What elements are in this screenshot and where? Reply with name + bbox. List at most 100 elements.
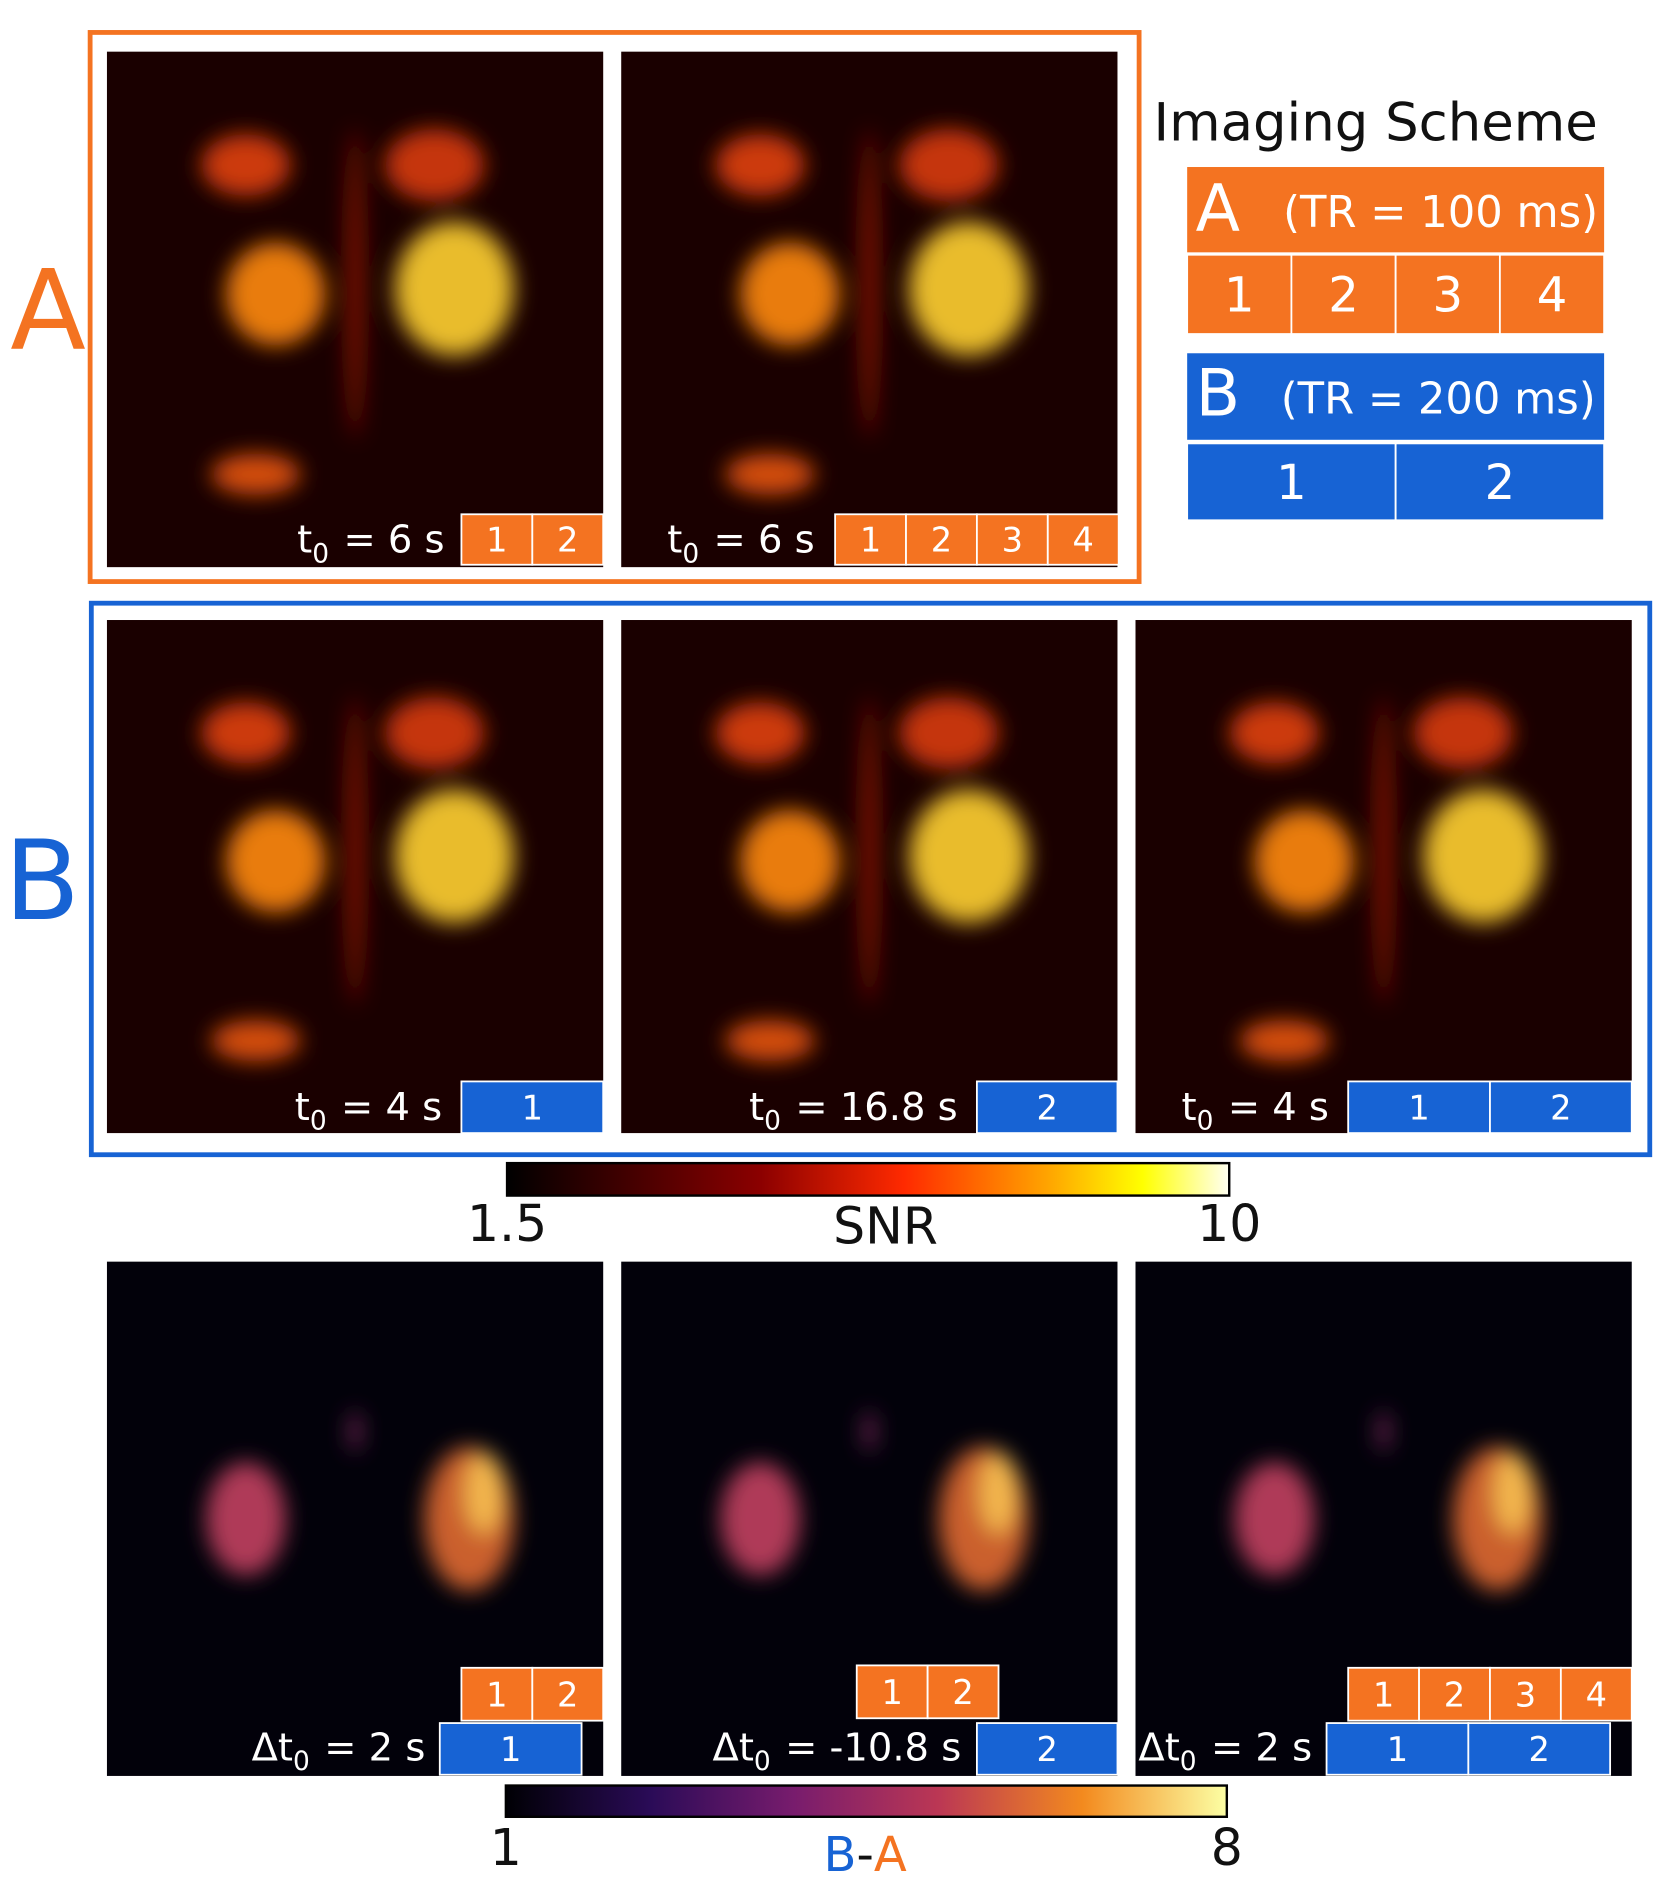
block-label: 2 [952, 1673, 973, 1712]
time-subscript: 0 [1180, 1746, 1197, 1777]
signal-blob [226, 809, 326, 913]
time-subscript: 0 [764, 1105, 781, 1136]
signal-blob [201, 134, 291, 197]
block [531, 1666, 605, 1722]
time-symbol: Δt [252, 1725, 293, 1770]
signal-blob [211, 1020, 301, 1062]
image-signal [1229, 696, 1543, 1062]
time-value: = -10.8 s [785, 1725, 961, 1770]
block [1394, 442, 1606, 522]
block-label: 4 [1537, 268, 1568, 324]
signal-blob [861, 696, 877, 1005]
block [834, 513, 907, 566]
block [1394, 253, 1501, 335]
scheme-tr: (TR = 200 ms) [1281, 374, 1596, 424]
signal-blob [206, 1462, 286, 1576]
time-value: = 4 s [1228, 1085, 1329, 1130]
signal-blob [864, 1410, 875, 1452]
signal-blob [226, 242, 326, 346]
time-value: = 2 s [1211, 1725, 1312, 1770]
time-label: Δt0 = -10.8 s [713, 1725, 962, 1777]
signal-blob [1492, 1451, 1533, 1535]
block-label: 2 [557, 1675, 578, 1714]
block-label: 4 [1586, 1675, 1607, 1714]
signal-blob [201, 702, 291, 764]
block [1498, 253, 1606, 335]
colorbar-max: 8 [1211, 1818, 1243, 1877]
image-signal [715, 128, 1029, 495]
signal-blob [1413, 696, 1513, 769]
signal-blob [720, 1462, 800, 1576]
signal-blob [740, 242, 840, 346]
block [1489, 1080, 1633, 1134]
row-label: A [10, 246, 86, 375]
block [460, 1666, 534, 1722]
image-signal [720, 1410, 1029, 1591]
signal-blob [347, 128, 363, 439]
block [1418, 1666, 1491, 1722]
block-label: 3 [1515, 1675, 1536, 1714]
image-signal [206, 1410, 514, 1591]
block-label: 1 [1224, 268, 1255, 324]
block-label: 1 [881, 1673, 902, 1712]
colorbar-label-part: B [824, 1827, 857, 1883]
block-label: 1 [1408, 1088, 1429, 1127]
block-label: 1 [1373, 1675, 1394, 1714]
block-label: 1 [1276, 455, 1307, 511]
image-signal [1234, 1410, 1543, 1591]
block-label: 1 [1387, 1730, 1408, 1769]
block [1186, 442, 1397, 522]
block [926, 1664, 1000, 1720]
time-label: t0 = 16.8 s [749, 1085, 958, 1137]
time-subscript: 0 [293, 1746, 310, 1777]
block [1046, 513, 1120, 566]
signal-blob [384, 696, 485, 769]
time-label: t0 = 6 s [667, 518, 814, 570]
signal-blob [1234, 1462, 1315, 1576]
block-label: 1 [500, 1730, 521, 1769]
block [460, 1080, 605, 1134]
signal-blob [715, 702, 805, 764]
time-symbol: Δt [1138, 1725, 1179, 1770]
signal-blob [909, 221, 1029, 356]
block-label: 2 [931, 521, 952, 560]
block-label: 1 [486, 521, 507, 560]
signal-blob [978, 1451, 1019, 1535]
scheme-letter: A [1196, 172, 1240, 247]
block [1489, 1666, 1562, 1722]
time-value: = 2 s [324, 1725, 425, 1770]
time-value: = 4 s [341, 1085, 442, 1130]
block [531, 513, 605, 566]
image-signal [201, 696, 514, 1062]
signal-blob [1254, 809, 1354, 913]
time-subscript: 0 [1197, 1105, 1214, 1136]
colorbar-max: 10 [1197, 1194, 1261, 1253]
signal-blob [909, 789, 1029, 923]
signal-blob [464, 1451, 504, 1535]
time-subscript: 0 [312, 538, 329, 569]
block [975, 1722, 1119, 1776]
scheme-title: Imaging Scheme [1154, 93, 1598, 154]
block [438, 1722, 583, 1776]
time-value: = 16.8 s [795, 1085, 957, 1130]
block [1467, 1722, 1612, 1776]
block-label: 1 [860, 521, 881, 560]
colorbar [504, 1784, 1229, 1818]
signal-blob [1229, 702, 1320, 764]
time-symbol: Δt [713, 1725, 754, 1770]
time-label: t0 = 6 s [297, 518, 444, 570]
signal-blob [1376, 696, 1392, 1005]
block [855, 1664, 929, 1720]
scheme-tr: (TR = 100 ms) [1283, 188, 1598, 238]
time-subscript: 0 [754, 1746, 771, 1777]
block-label: 2 [557, 521, 578, 560]
time-symbol: t [667, 518, 682, 563]
image-signal [715, 696, 1029, 1062]
signal-blob [1423, 789, 1543, 923]
colorbar-label-part: A [874, 1827, 907, 1883]
colorbar-label: B-A [824, 1827, 907, 1883]
colorbar [505, 1161, 1231, 1197]
colorbar-min: 1.5 [467, 1194, 547, 1253]
block [1347, 1080, 1491, 1134]
